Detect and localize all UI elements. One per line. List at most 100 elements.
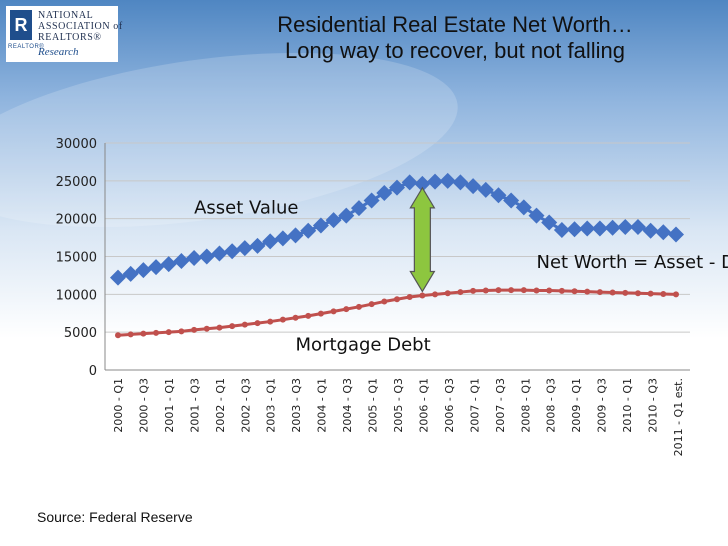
y-tick-label: 10000: [56, 288, 97, 303]
y-tick-label: 25000: [56, 175, 97, 190]
asset-value-point: [642, 222, 659, 239]
mortgage-debt-point: [558, 287, 565, 294]
mortgage-debt-point: [394, 296, 400, 303]
asset-value-point: [338, 207, 355, 224]
logo-tag: REALTOR®: [8, 44, 45, 50]
asset-value-point: [186, 250, 203, 267]
mortgage-debt-point: [254, 320, 261, 327]
mortgage-debt-point: [381, 298, 388, 305]
chart-annotation: Asset Value: [194, 197, 298, 218]
asset-value-point: [490, 187, 507, 204]
mortgage-debt-point: [482, 287, 489, 294]
x-tick-label: 2009 - Q3: [596, 378, 609, 433]
mortgage-debt-point: [115, 332, 121, 339]
chart-annotation: Net Worth = Asset - Debt: [537, 252, 728, 273]
mortgage-debt-point: [622, 289, 629, 296]
x-tick-label: 2006 - Q3: [443, 378, 456, 433]
mortgage-debt-point: [165, 329, 172, 336]
title-line-2: Long way to recover, but not falling: [285, 38, 625, 63]
asset-value-point: [528, 207, 545, 224]
asset-value-point: [274, 230, 291, 247]
mortgage-debt-point: [368, 301, 375, 308]
mortgage-debt-point: [470, 287, 477, 294]
mortgage-debt-point: [203, 325, 210, 332]
mortgage-debt-point: [432, 291, 439, 298]
mortgage-debt-point: [634, 290, 641, 297]
asset-value-point: [236, 240, 253, 257]
source-note: Source: Federal Reserve: [37, 509, 193, 525]
x-tick-label: 2006 - Q1: [417, 378, 430, 433]
y-tick-label: 15000: [56, 251, 97, 266]
mortgage-debt-point: [444, 290, 451, 297]
mortgage-debt-point: [229, 323, 236, 330]
asset-value-point: [312, 217, 329, 234]
mortgage-debt-point: [127, 331, 134, 338]
mortgage-debt-point: [495, 287, 502, 294]
mortgage-debt-point: [596, 289, 603, 296]
mortgage-debt-point: [241, 321, 248, 328]
asset-value-point: [477, 181, 494, 198]
mortgage-debt-point: [660, 290, 667, 297]
title-line-1: Residential Real Estate Net Worth…: [277, 12, 633, 37]
asset-value-point: [668, 226, 684, 243]
asset-value-point: [135, 262, 152, 279]
x-tick-label: 2011 - Q1 est.: [672, 378, 685, 456]
asset-value-point: [198, 248, 215, 265]
mortgage-debt-point: [520, 287, 527, 294]
x-tick-label: 2000 - Q3: [137, 378, 150, 433]
x-tick-label: 2009 - Q1: [570, 378, 583, 433]
asset-value-point: [566, 221, 583, 238]
mortgage-debt-point: [546, 287, 553, 294]
asset-value-point: [300, 222, 317, 239]
asset-value-point: [414, 175, 431, 192]
x-tick-label: 2007 - Q3: [494, 378, 507, 433]
x-tick-label: 2007 - Q1: [468, 378, 481, 433]
mortgage-debt-point: [457, 289, 464, 296]
mortgage-debt-point: [267, 318, 274, 325]
mortgage-debt-point: [533, 287, 540, 294]
x-tick-label: 2005 - Q3: [392, 378, 405, 433]
mortgage-debt-point: [178, 328, 185, 335]
asset-value-point: [591, 220, 608, 237]
x-tick-label: 2010 - Q3: [647, 378, 660, 433]
asset-value-point: [211, 245, 228, 262]
realtor-r-icon: R: [10, 10, 32, 40]
asset-value-point: [579, 220, 596, 237]
asset-value-point: [465, 178, 482, 195]
asset-value-point: [173, 253, 190, 270]
asset-value-point: [148, 259, 165, 276]
x-tick-label: 2000 - Q1: [112, 378, 125, 433]
mortgage-debt-point: [153, 329, 160, 336]
x-tick-label: 2004 - Q3: [341, 378, 354, 433]
asset-value-point: [363, 192, 380, 209]
asset-value-point: [110, 269, 126, 286]
asset-value-point: [287, 227, 304, 244]
asset-value-point: [160, 256, 177, 273]
x-tick-label: 2010 - Q1: [621, 378, 634, 433]
asset-value-point: [452, 174, 469, 191]
asset-value-point: [249, 237, 266, 254]
asset-value-point: [503, 192, 520, 209]
asset-value-point: [325, 212, 342, 229]
mortgage-debt-point: [508, 287, 515, 294]
x-tick-label: 2003 - Q1: [265, 378, 278, 433]
logo-name-line: NATIONAL: [38, 10, 94, 21]
asset-value-point: [617, 218, 634, 235]
asset-value-point: [553, 222, 570, 239]
x-tick-label: 2001 - Q1: [163, 378, 176, 433]
x-tick-label: 2001 - Q3: [188, 378, 201, 433]
logo-name-line: REALTORS®: [38, 32, 102, 43]
asset-value-point: [122, 265, 139, 282]
asset-value-point: [439, 172, 456, 189]
mortgage-debt-point: [343, 306, 350, 313]
mortgage-debt-point: [673, 291, 679, 298]
mortgage-debt-point: [419, 292, 426, 299]
logo-name-line: ASSOCIATION of: [38, 21, 123, 32]
asset-value-point: [515, 199, 532, 216]
mortgage-debt-point: [140, 330, 147, 337]
mortgage-debt-point: [317, 310, 324, 317]
asset-value-point: [401, 174, 418, 191]
mortgage-debt-point: [406, 293, 413, 300]
asset-value-point: [604, 219, 621, 236]
